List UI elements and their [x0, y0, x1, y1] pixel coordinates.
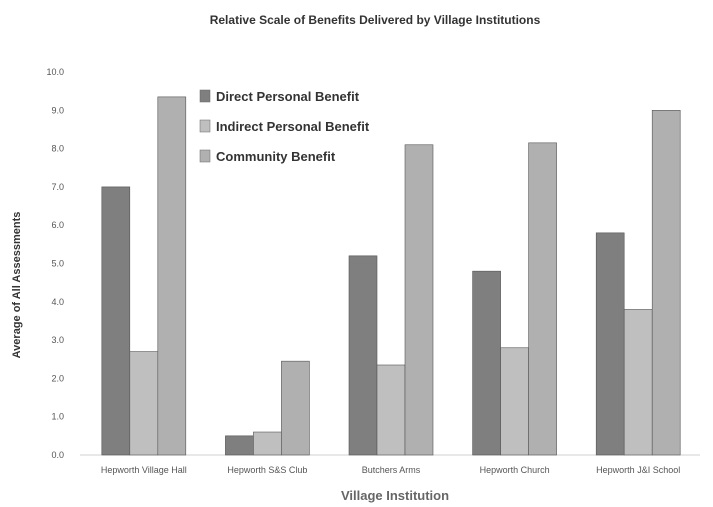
- bar-2-4: [500, 347, 529, 456]
- y-tick-label: 8.0: [51, 144, 64, 154]
- y-tick-label: 2.0: [51, 373, 64, 383]
- y-tick-label: 5.0: [51, 259, 64, 269]
- y-tick-label: 9.0: [51, 105, 64, 115]
- bar-2-1: [129, 351, 159, 456]
- y-tick-label: 7.0: [51, 182, 64, 192]
- x-category-label: Hepworth Village Hall: [101, 465, 187, 475]
- legend-label: Community Benefit: [216, 149, 336, 164]
- legend-swatch: [199, 89, 211, 103]
- y-tick-label: 0.0: [51, 450, 64, 460]
- bars-group: [101, 96, 681, 456]
- bar-3-5: [651, 110, 681, 456]
- bar-1-5: [595, 232, 625, 456]
- y-tick-label: 6.0: [51, 220, 64, 230]
- bar-2-5: [623, 309, 653, 456]
- legend-label: Direct Personal Benefit: [216, 89, 360, 104]
- y-tick-label: 10.0: [46, 67, 64, 77]
- y-tick-label: 4.0: [51, 297, 64, 307]
- bar-1-4: [472, 270, 501, 456]
- y-axis-label: Average of All Assessments: [11, 212, 23, 359]
- legend-swatch: [199, 119, 211, 133]
- legend-swatch: [199, 149, 211, 163]
- bar-2-3: [376, 364, 406, 456]
- y-tick-label: 1.0: [51, 412, 64, 422]
- bar-3-1: [157, 96, 187, 456]
- x-category-label: Hepworth S&S Club: [227, 465, 307, 475]
- x-axis-category-labels: Hepworth Village Hall Hepworth S&S Club Bu…: [101, 465, 680, 475]
- bar-1-3: [348, 255, 378, 456]
- bar-3-3: [404, 144, 434, 456]
- bar-1-1: [101, 186, 131, 456]
- y-tick-label: 3.0: [51, 335, 64, 345]
- x-category-label: Hepworth J&I School: [596, 465, 680, 475]
- chart-title: Relative Scale of Benefits Delivered by …: [210, 13, 541, 27]
- x-category-label: Butchers Arms: [362, 465, 421, 475]
- x-axis-label: Village Institution: [341, 488, 449, 503]
- bar-3-4: [528, 142, 557, 456]
- x-category-label: Hepworth Church: [480, 465, 550, 475]
- bar-2-2: [253, 431, 282, 456]
- legend-label: Indirect Personal Benefit: [216, 119, 370, 134]
- bar-1-2: [225, 435, 254, 456]
- legend: Direct Personal Benefit Indirect Personal…: [199, 89, 370, 164]
- y-axis-ticks: 0.0 1.0 2.0 3.0 4.0 5.0 6.0 7.0 8.0 9.0 10.0: [46, 67, 64, 460]
- bar-3-2: [281, 360, 310, 456]
